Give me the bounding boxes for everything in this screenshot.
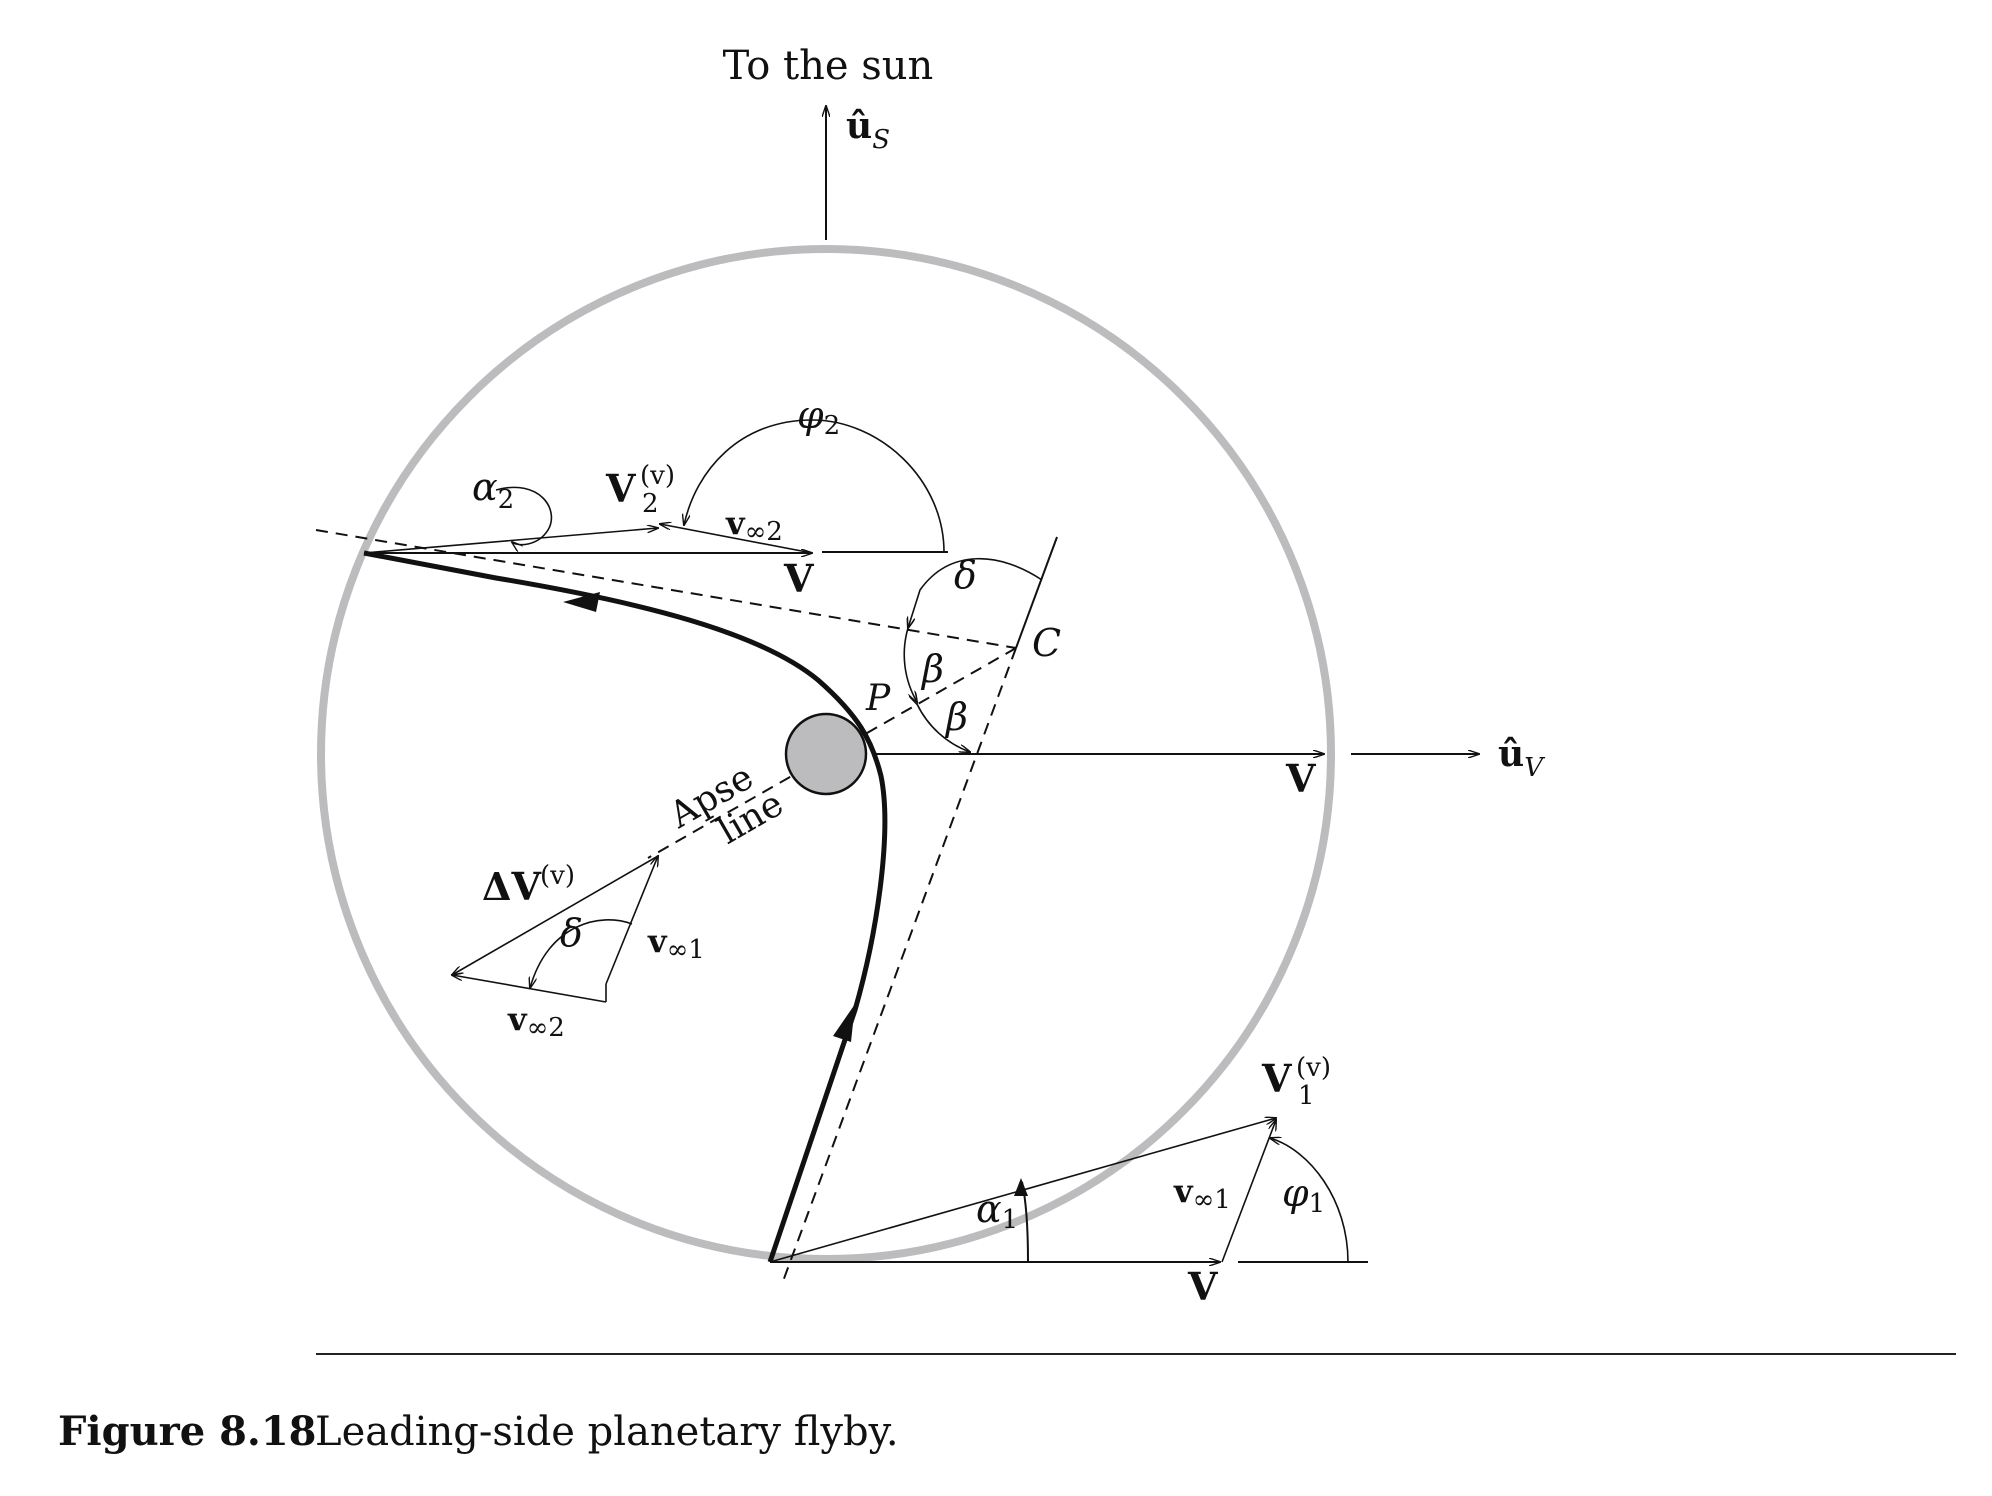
delta-c-label: δ	[954, 553, 977, 597]
phi2-arc	[684, 419, 945, 553]
v-bottom-label: V	[1187, 1264, 1219, 1309]
to-sun-label: To the sun	[723, 43, 934, 89]
us-label: ûS	[846, 105, 890, 155]
vinf2-top-label: v∞2	[725, 504, 783, 547]
trajectory-arrow-upper	[563, 592, 600, 612]
v2v-sub: 2	[642, 489, 659, 519]
v-right-label: V	[1285, 756, 1317, 801]
outgoing-asymptote	[315, 529, 1017, 649]
caption-rule	[316, 1353, 1956, 1355]
vinf1-tri-label: v∞1	[647, 922, 705, 965]
planet	[784, 712, 868, 796]
alpha2-arc	[495, 486, 553, 544]
phi1-arc	[1270, 1138, 1349, 1263]
v2v-label: V	[605, 466, 637, 511]
beta-upper-label: β	[920, 647, 944, 691]
beta-arc-lower	[917, 704, 970, 752]
caption-text: Leading-side planetary flyby.	[315, 1409, 899, 1455]
tri-delta-arc	[530, 919, 633, 988]
figure-number: Figure 8.18	[58, 1408, 317, 1455]
top-v2-vector	[363, 528, 658, 554]
phi2-label: φ2	[797, 393, 840, 441]
trajectory-arrow-lower	[833, 1004, 855, 1042]
dv-label: ΔV	[482, 864, 542, 909]
beta-lower-label: β	[944, 695, 968, 739]
phi1-label: φ1	[1282, 1171, 1325, 1219]
delta-arc-c	[908, 557, 1043, 628]
top-vinf2-vector	[660, 524, 813, 554]
vinf1-bottom-label: v∞1	[1173, 1172, 1231, 1215]
alpha1-arrow	[1014, 1178, 1028, 1196]
v1v-sub: 1	[1298, 1081, 1315, 1111]
figure-caption: Figure 8.18Leading-side planetary flyby.	[58, 1408, 899, 1455]
delta-tri-label: δ	[560, 911, 583, 955]
tri-vinf1	[605, 856, 658, 985]
alpha2-label: α2	[472, 465, 514, 515]
v1v-label: V	[1261, 1056, 1293, 1101]
v2v-sup: (v)	[640, 461, 675, 491]
apse-line-label: Apse line	[662, 757, 790, 853]
beta-arc-upper	[903, 628, 917, 702]
vinf2-tri-label: v∞2	[507, 1000, 565, 1043]
v-top-label: V	[783, 556, 815, 601]
tri-dv	[452, 855, 659, 975]
alpha1-label: α1	[976, 1187, 1018, 1235]
flyby-trajectory	[363, 550, 888, 1263]
c-label: C	[1032, 621, 1061, 665]
uv-label: ûV	[1498, 733, 1545, 783]
tri-vinf2	[452, 975, 607, 1003]
dv-sup: (v)	[540, 861, 575, 891]
bisector-line	[1015, 536, 1058, 649]
sphere-of-influence	[317, 245, 1335, 1263]
incoming-asymptote	[781, 647, 1017, 1285]
p-label: P	[865, 678, 891, 719]
v1v-sup: (v)	[1296, 1053, 1331, 1083]
bottom-vinf1-vector	[1221, 1120, 1276, 1263]
